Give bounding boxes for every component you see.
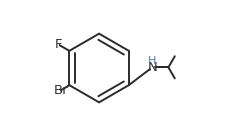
Text: F: F bbox=[55, 38, 62, 51]
Text: Br: Br bbox=[54, 84, 68, 97]
Text: H: H bbox=[148, 56, 156, 66]
Text: N: N bbox=[147, 61, 157, 74]
